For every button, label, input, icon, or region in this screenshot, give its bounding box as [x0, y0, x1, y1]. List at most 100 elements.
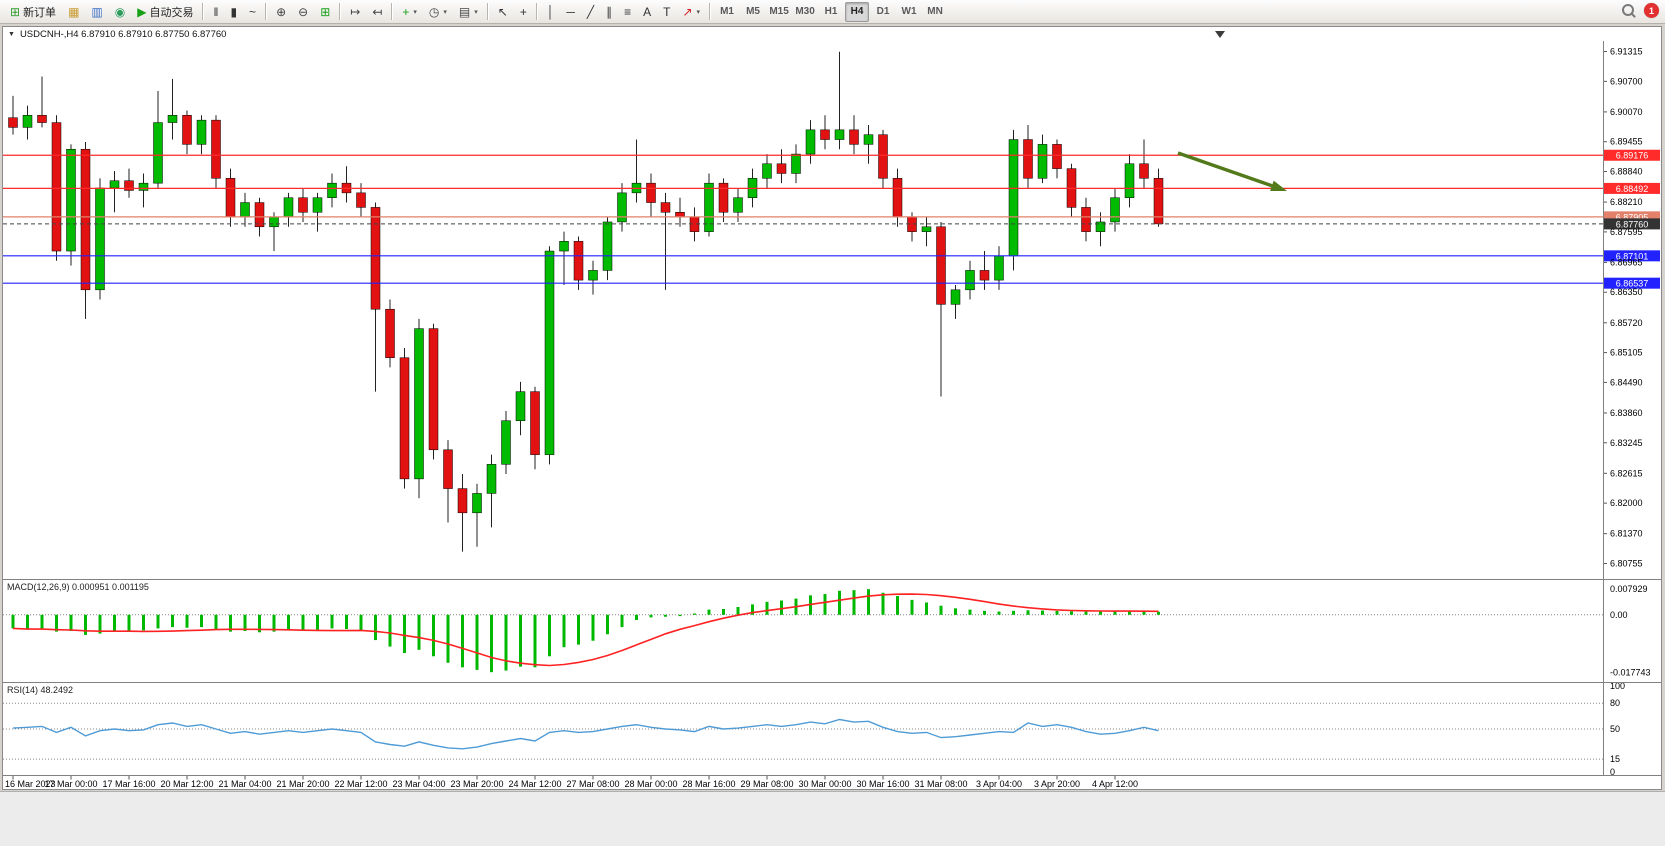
rsi-axis-label: 50 — [1610, 724, 1620, 734]
horizontal-line-button[interactable]: ─ — [561, 1, 580, 23]
macd-histogram-bar — [635, 614, 638, 620]
autotrading-button[interactable]: ▶ 自动交易 — [132, 1, 198, 23]
macd-histogram-bar — [432, 614, 435, 657]
macd-histogram-bar — [55, 614, 58, 632]
timeframe-button-m5[interactable]: M5 — [746, 6, 760, 17]
arrows-button[interactable]: ↗ ▾ — [677, 1, 705, 23]
timeframe-button-m15[interactable]: M15 — [769, 6, 789, 17]
periods-button[interactable]: ◷ ▾ — [424, 1, 452, 23]
dropdown-caret-icon: ▾ — [443, 8, 447, 16]
notification-badge[interactable]: 1 — [1644, 3, 1659, 18]
candle — [834, 129, 845, 140]
time-axis-label: 22 Mar 12:00 — [334, 779, 387, 789]
candle — [472, 493, 482, 514]
time-axis-label: 23 Mar 20:00 — [450, 779, 503, 789]
crosshair-button[interactable]: + — [515, 1, 532, 23]
market-watch-icon: ▦ — [68, 4, 80, 19]
zoom-in-button[interactable]: ⊕ — [271, 1, 291, 23]
toolbar-separator — [535, 3, 538, 20]
auto-scroll-button[interactable]: ↦ — [345, 1, 365, 23]
timeframe-button-h1[interactable]: H1 — [824, 6, 838, 17]
toolbar-separator — [339, 3, 342, 20]
trendline-button[interactable]: ╱ — [582, 1, 599, 23]
current-price-label-box — [1604, 218, 1660, 230]
price-axis[interactable]: 6.91315 6.90700 6.90070 6.89455 6.88840 6.882… — [1603, 47, 1643, 569]
candle — [892, 178, 903, 218]
macd-histogram-bar — [403, 614, 406, 654]
macd-histogram-bar — [40, 614, 44, 630]
new-order-button[interactable]: ⊞ 新订单 — [5, 1, 61, 23]
candle — [849, 129, 859, 145]
indicators-button[interactable]: + ▾ — [397, 1, 422, 23]
macd-histogram-bar — [127, 614, 131, 631]
auto-scroll-icon: ↦ — [350, 4, 361, 19]
timeframe-button-m30[interactable]: M30 — [795, 6, 815, 17]
zoom-out-icon: ⊖ — [298, 4, 309, 19]
text-button[interactable]: A — [638, 1, 656, 23]
candlestick-chart-button[interactable]: ▮ — [225, 1, 242, 23]
chart-shift-marker[interactable] — [1215, 31, 1225, 38]
macd-histogram-bar — [968, 609, 972, 615]
vertical-line-button[interactable]: │ — [542, 1, 560, 23]
hline-price-label-box — [1604, 211, 1660, 223]
candle — [80, 148, 91, 291]
time-axis-label: 3 Apr 04:00 — [976, 779, 1022, 789]
line-chart-button[interactable]: ~ — [244, 1, 261, 23]
equidistant-channel-button[interactable]: ∥ — [601, 1, 617, 23]
candle — [428, 328, 439, 451]
macd-histogram-bar — [765, 601, 769, 615]
fibonacci-button[interactable]: ≡ — [619, 1, 636, 23]
horizontal-lines[interactable]: 6.89176 6.88492 6.87905 6.87101 6.86537 — [3, 149, 1660, 289]
macd-histogram-bar — [896, 595, 899, 615]
bar-chart-button[interactable]: ‖ — [208, 1, 223, 23]
macd-histogram-bar — [1157, 611, 1160, 615]
timeframe-button-m1[interactable]: M1 — [720, 6, 734, 17]
autotrading-icon: ▶ — [137, 4, 147, 19]
candle — [1081, 207, 1091, 232]
tile-windows-button[interactable]: ⊞ — [315, 1, 335, 23]
search-icon[interactable] — [1621, 3, 1636, 18]
macd-histogram-bar — [229, 614, 232, 632]
candle — [153, 122, 163, 184]
cursor-button[interactable]: ↖ — [493, 1, 513, 23]
candle — [254, 202, 265, 228]
chart-shift-button[interactable]: ↤ — [367, 1, 387, 23]
macd-histogram-bar — [751, 604, 754, 615]
candle — [124, 180, 134, 191]
macd-histogram-bar — [504, 614, 508, 671]
candle — [979, 270, 990, 281]
macd-histogram-bar — [1070, 611, 1073, 615]
candle — [298, 197, 308, 213]
profile-charts-button[interactable]: ▥ — [86, 1, 107, 23]
timeframe-button-h4[interactable]: H4 — [845, 1, 870, 22]
candle — [283, 197, 294, 218]
price-axis-label: 6.83245 — [1610, 438, 1643, 448]
candle — [515, 391, 526, 421]
macd-histogram-bar — [1041, 610, 1044, 615]
web-terminal-button[interactable]: ◉ — [110, 1, 130, 23]
candle — [51, 122, 62, 252]
timeframe-button-w1[interactable]: W1 — [901, 6, 917, 17]
text-icon: A — [643, 4, 652, 19]
hline-price-label-box — [1604, 149, 1660, 161]
market-watch-button[interactable]: ▦ — [63, 1, 84, 23]
one-click-trading-arrow[interactable]: ▼ — [8, 30, 15, 38]
templates-button[interactable]: ▤ ▾ — [454, 1, 483, 23]
zoom-out-button[interactable]: ⊖ — [293, 1, 313, 23]
candle — [762, 163, 772, 179]
timeframe-button-d1[interactable]: D1 — [876, 6, 890, 17]
macd-histogram-bar — [98, 614, 102, 634]
timeframe-button-mn[interactable]: MN — [927, 6, 943, 17]
profile-charts-icon: ▥ — [91, 4, 103, 19]
price-axis-label: 6.82615 — [1610, 468, 1643, 478]
price-chart[interactable]: 6.89176 6.88492 6.87905 6.87101 6.86537 6.877… — [3, 41, 1661, 791]
candle — [588, 270, 598, 281]
arrow-annotation[interactable] — [1177, 151, 1287, 191]
macd-histogram-bar — [910, 599, 914, 615]
candle — [385, 308, 395, 358]
text-label-button[interactable]: T — [658, 1, 675, 23]
candle — [573, 241, 584, 281]
macd-histogram-bar — [200, 614, 203, 628]
toolbar-right: 1 — [1621, 3, 1659, 18]
